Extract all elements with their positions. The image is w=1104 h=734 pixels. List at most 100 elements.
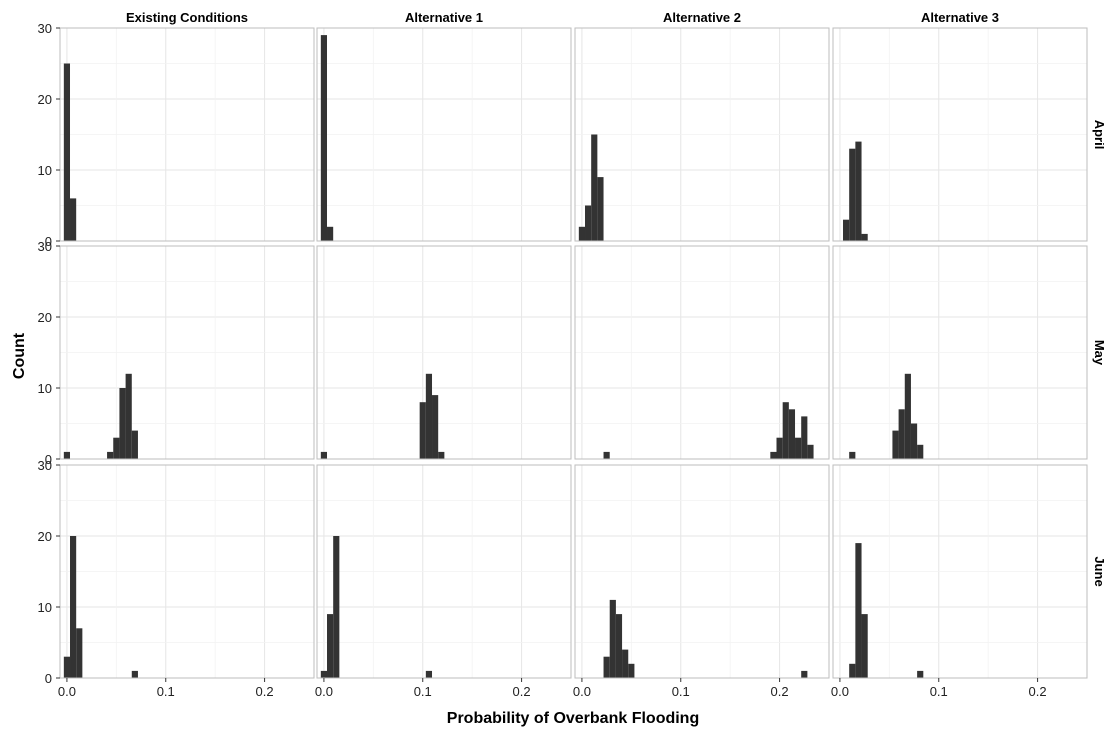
panel-border [574,27,830,242]
panel-border [59,245,315,460]
histogram-bar [63,656,71,678]
histogram-bar [113,437,120,459]
histogram-bar [432,395,439,459]
x-tick-label: 0.1 [157,684,175,699]
facet-panel-may-alternative-2 [574,245,830,460]
facet-panel-june-existing-conditions: 0 10 20 30 0.0 0.1 0.2 [38,458,315,699]
facet-row-label-april: April [1092,120,1104,150]
x-tick-label: 0.1 [414,684,432,699]
histogram-bar [425,373,433,459]
x-tick-label: 0.2 [256,684,274,699]
histogram-bar [320,35,328,241]
facet-panel-april-alternative-1 [316,27,572,242]
facet-panel-june-alternative-1: 0.0 0.1 0.2 [315,464,572,699]
y-tick-label: 10 [38,163,52,178]
facet-panel-june-alternative-2: 0.0 0.1 0.2 [573,464,830,699]
histogram-bar [855,543,862,678]
x-tick-label: 0.2 [513,684,531,699]
histogram-bar [425,670,433,678]
histogram-bar [438,451,445,459]
panel-border [59,27,315,242]
histogram-bar [849,663,856,678]
panel-border [316,27,572,242]
x-tick-label: 0.0 [573,684,591,699]
histogram-bar [807,444,814,459]
facet-panel-april-alternative-2 [574,27,830,242]
y-tick-label: 10 [38,600,52,615]
histogram-bar [131,670,138,678]
panel-border [59,464,315,679]
x-tick-label: 0.2 [1029,684,1047,699]
histogram-bar [917,444,924,459]
x-tick-label: 0.1 [672,684,690,699]
facet-column-label-alternative-3: Alternative 3 [921,10,999,25]
histogram-bar [615,614,623,678]
facet-panel-may-alternative-1 [316,245,572,460]
facet-column-label-alternative-1: Alternative 1 [405,10,483,25]
histogram-bar [622,649,629,678]
y-tick-label: 20 [38,529,52,544]
histogram-bar [578,226,586,241]
x-tick-label: 0.0 [831,684,849,699]
histogram-bar [125,373,132,459]
histogram-bar [801,416,808,459]
histogram-bar [119,388,126,459]
y-tick-label: 0 [45,671,52,686]
panel-border [574,245,830,460]
histogram-bar [597,177,604,241]
x-tick-label: 0.0 [58,684,76,699]
x-tick-label: 0.1 [930,684,948,699]
histogram-bar [795,437,802,459]
y-tick-label: 30 [38,239,52,254]
facet-panel-may-existing-conditions: 0 10 20 30 [38,239,315,467]
histogram-bar [855,141,862,241]
histogram-bar [861,614,868,678]
histogram-bar [327,226,334,241]
histogram-bar [70,198,77,241]
y-tick-label: 30 [38,21,52,36]
histogram-bar [628,663,635,678]
histogram-bar [63,63,71,241]
histogram-bar [861,233,868,241]
histogram-bar [776,437,783,459]
histogram-bar [910,423,918,459]
x-axis-label: Probability of Overbank Flooding [447,710,699,727]
histogram-bar [770,451,777,459]
histogram-bar [782,402,789,459]
y-tick-label: 20 [38,310,52,325]
panel-border [574,464,830,679]
histogram-bar [892,430,899,459]
histogram-bar [419,402,426,459]
panel-border [316,245,572,460]
panel-border [316,464,572,679]
histogram-bar [327,614,334,678]
y-tick-label: 0 [45,234,52,249]
x-tick-label: 0.2 [771,684,789,699]
y-tick-label: 20 [38,92,52,107]
histogram-bar [849,451,856,459]
histogram-bar [917,670,924,678]
panel-border [832,27,1088,242]
facet-column-label-existing-conditions: Existing Conditions [126,10,248,25]
histogram-bar [801,670,808,678]
facet-row-label-may: May [1092,340,1104,366]
histogram-bar [107,451,114,459]
y-tick-label: 0 [45,452,52,467]
histogram-bar [609,599,616,678]
facet-panel-may-alternative-3 [832,245,1088,460]
y-tick-label: 10 [38,381,52,396]
histogram-bar [788,409,796,459]
panel-border [832,464,1088,679]
histogram-bar [603,451,610,459]
histogram-bar [70,536,77,678]
histogram-bar [333,536,340,678]
histogram-bar [904,373,911,459]
histogram-bar [320,670,328,678]
histogram-bar [603,656,610,678]
facet-panel-june-alternative-3: 0.0 0.1 0.2 [831,464,1088,699]
histogram-bar [849,148,856,241]
histogram-bar [131,430,138,459]
facet-row-label-june: June [1092,556,1104,586]
